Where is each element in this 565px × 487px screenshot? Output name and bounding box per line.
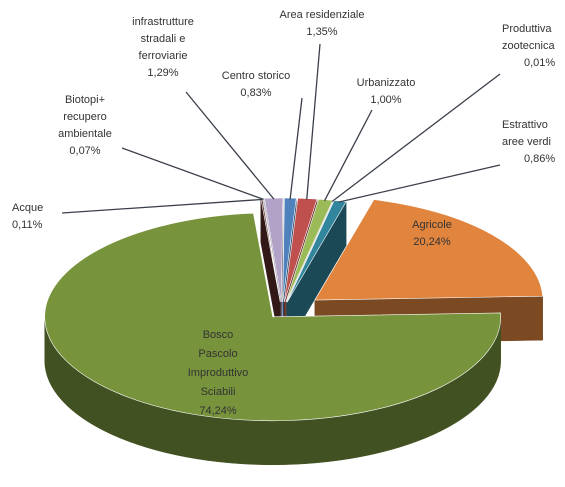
label-line: aree verdi	[502, 136, 551, 148]
label-line: Produttiva	[502, 23, 552, 35]
label-line: Bosco	[203, 329, 234, 341]
label-line: Centro storico	[222, 70, 290, 82]
label-line: zootecnica	[502, 40, 555, 52]
value-label: 74,24%	[199, 405, 237, 417]
slice-label: Urbanizzato	[357, 77, 416, 89]
slice-label: Bosco Pascolo Improduttivo Sciabili	[188, 329, 249, 398]
value-label: 20,24%	[413, 236, 451, 248]
slice	[44, 212, 501, 422]
leader-line	[331, 73, 501, 202]
slice-label: Estrattivo aree verdi	[502, 119, 551, 148]
label-line: Pascolo	[198, 348, 237, 360]
label-line: Biotopi+	[65, 94, 105, 106]
slice-label: Acque	[12, 202, 43, 214]
leader-line	[61, 198, 263, 214]
value-label: 0,83%	[240, 87, 271, 99]
label-line: stradali e	[141, 33, 186, 45]
value-label: 0,01%	[524, 57, 555, 69]
label-line: Improduttivo	[188, 367, 249, 379]
value-label: 1,00%	[370, 94, 401, 106]
label-line: Estrattivo	[502, 119, 548, 131]
label-line: Area residenziale	[280, 9, 365, 21]
label-line: infrastrutture	[132, 16, 194, 28]
value-label: 0,86%	[524, 153, 555, 165]
slice-label: infrastrutture stradali e ferroviarie	[132, 16, 194, 62]
leader-line	[306, 43, 321, 200]
value-label: 1,29%	[147, 67, 178, 79]
label-line: Agricole	[412, 219, 452, 231]
slice-label: Biotopi+ recupero ambientale	[58, 94, 112, 140]
leader-line	[185, 91, 275, 200]
label-line: Urbanizzato	[357, 77, 416, 89]
slice-label: Centro storico	[222, 70, 290, 82]
value-label: 0,07%	[69, 145, 100, 157]
leader-line	[289, 97, 303, 200]
label-line: ferroviarie	[139, 50, 188, 62]
slice-label: Produttiva zootecnica	[502, 23, 555, 52]
value-label: 1,35%	[306, 26, 337, 38]
leader-line	[323, 109, 373, 202]
leader-line	[338, 164, 501, 203]
label-line: ambientale	[58, 128, 112, 140]
pie	[44, 197, 544, 465]
slice-label: Area residenziale	[280, 9, 365, 21]
leader-line	[121, 147, 264, 201]
slice	[314, 199, 544, 301]
label-line: Acque	[12, 202, 43, 214]
slice-label: Agricole	[412, 219, 452, 231]
label-line: recupero	[63, 111, 106, 123]
label-line: Sciabili	[201, 386, 236, 398]
value-label: 0,11%	[12, 219, 43, 231]
